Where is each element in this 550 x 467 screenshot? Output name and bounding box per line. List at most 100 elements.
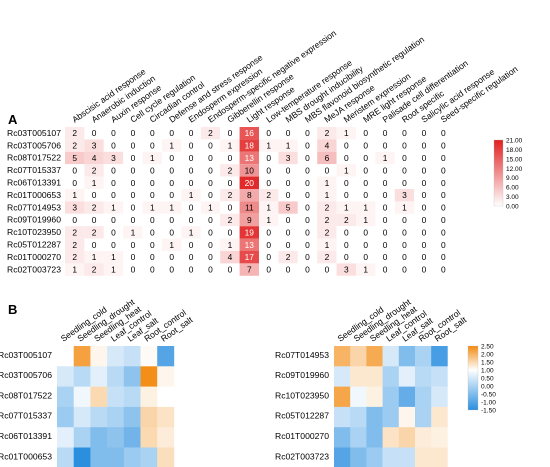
- heatmap-cell-a: [259, 176, 279, 189]
- heatmap-cell-a: [181, 263, 201, 276]
- heatmap-cell-a: [375, 201, 395, 214]
- cell-value-a: 0: [111, 178, 116, 188]
- cell-value-a: 0: [363, 153, 368, 163]
- cell-value-a: 20: [245, 178, 255, 188]
- cell-value-a: 1: [286, 141, 291, 151]
- cell-value-a: 2: [325, 203, 330, 213]
- heatmap-cell-a: [317, 226, 337, 239]
- heatmap-cell-a: [123, 213, 143, 227]
- colorbar-tick-label: 0.00: [506, 204, 519, 211]
- heatmap-cell-a: [278, 189, 298, 202]
- cell-value-a: 0: [402, 141, 407, 151]
- cell-value-a: 0: [286, 190, 291, 200]
- cell-value-a: 0: [305, 165, 310, 175]
- heatmap-cell-a: [259, 127, 279, 140]
- heatmap-cell-a: [181, 226, 201, 239]
- cell-value-a: 0: [208, 252, 213, 262]
- heatmap-cell-a: [103, 127, 124, 140]
- heatmap-cell-a: [414, 176, 434, 189]
- heatmap-cell-a: [220, 213, 240, 227]
- cell-value-a: 0: [111, 240, 116, 250]
- heatmap-cell-a: [297, 201, 318, 214]
- heatmap-cell-b: [334, 427, 351, 448]
- heatmap-cell-a: [433, 189, 453, 202]
- heatmap-cell-a: [278, 127, 298, 140]
- cell-value-a: 0: [286, 178, 291, 188]
- cell-value-a: 0: [189, 128, 194, 138]
- cell-value-a: 0: [208, 153, 213, 163]
- heatmap-cell-b: [431, 427, 448, 448]
- cell-value-a: 0: [422, 190, 427, 200]
- heatmap-cell-a: [414, 226, 434, 239]
- cell-value-a: 0: [131, 203, 136, 213]
- cell-value-a: 0: [441, 252, 446, 262]
- heatmap-cell-b: [107, 346, 125, 367]
- heatmap-cell-a: [65, 201, 85, 214]
- cell-value-a: 0: [286, 128, 291, 138]
- row-label-b: Rc01T000270: [275, 431, 329, 441]
- cell-value-a: 0: [131, 265, 136, 275]
- heatmap-cell-a: [200, 189, 221, 202]
- cell-value-a: 2: [72, 227, 77, 237]
- heatmap-cell-a: [142, 139, 162, 152]
- heatmap-cell-a: [65, 151, 85, 165]
- heatmap-cell-a: [123, 263, 143, 276]
- heatmap-cell-b: [366, 447, 383, 467]
- colorbar-tick-label: -1.50: [481, 408, 496, 415]
- heatmap-cell-a: [297, 251, 318, 264]
- cell-value-a: 1: [189, 190, 194, 200]
- cell-value-a: 0: [305, 128, 310, 138]
- heatmap-cell-a: [278, 139, 298, 152]
- cell-value-a: 1: [363, 203, 368, 213]
- cell-value-a: 0: [208, 265, 213, 275]
- heatmap-cell-a: [317, 201, 337, 214]
- heatmap-cell-a: [84, 164, 104, 177]
- heatmap-cell-b: [57, 386, 74, 408]
- heatmap-cell-a: [162, 213, 182, 227]
- cell-value-a: 0: [169, 190, 174, 200]
- cell-value-a: 1: [266, 203, 271, 213]
- heatmap-cell-a: [84, 238, 104, 251]
- colorbar-tick-label: 2.50: [481, 344, 494, 351]
- heatmap-cell-a: [200, 127, 221, 140]
- heatmap-cell-a: [200, 176, 221, 189]
- heatmap-cell-a: [200, 238, 221, 251]
- heatmap-cell-a: [278, 151, 298, 165]
- heatmap-cell-b: [334, 406, 351, 428]
- heatmap-cell-a: [142, 176, 162, 189]
- cell-value-a: 0: [441, 240, 446, 250]
- heatmap-cell-a: [103, 139, 124, 152]
- cell-value-a: 0: [169, 265, 174, 275]
- heatmap-cell-a: [181, 189, 201, 202]
- heatmap-cell-a: [220, 226, 240, 239]
- heatmap-cell-a: [103, 213, 124, 227]
- heatmap-cell-a: [84, 251, 104, 264]
- cell-value-a: 0: [266, 265, 271, 275]
- heatmap-cell-a: [200, 263, 221, 276]
- heatmap-cell-b: [123, 366, 141, 387]
- heatmap-cell-b: [107, 406, 125, 428]
- heatmap-cell-a: [181, 151, 201, 165]
- cell-value-a: 13: [245, 240, 255, 250]
- heatmap-cell-b: [123, 447, 141, 467]
- cell-value-a: 0: [208, 215, 213, 225]
- cell-value-a: 7: [247, 265, 252, 275]
- cell-value-a: 0: [266, 252, 271, 262]
- heatmap-cell-a: [356, 226, 376, 239]
- cell-value-a: 0: [150, 227, 155, 237]
- row-label-a: Rc05T012287: [7, 240, 61, 250]
- cell-value-a: 2: [72, 240, 77, 250]
- heatmap-cell-a: [239, 226, 259, 239]
- heatmap-cell-a: [317, 238, 337, 251]
- heatmap-cell-a: [220, 238, 240, 251]
- cell-value-a: 0: [286, 227, 291, 237]
- heatmap-cell-b: [73, 447, 91, 467]
- cell-value-a: 0: [228, 178, 233, 188]
- heatmap-cell-a: [317, 127, 337, 140]
- heatmap-cell-a: [84, 213, 104, 227]
- heatmap-cell-a: [356, 139, 376, 152]
- heatmap-cell-a: [220, 263, 240, 276]
- heatmap-cell-b: [415, 346, 432, 367]
- cell-value-a: 0: [286, 240, 291, 250]
